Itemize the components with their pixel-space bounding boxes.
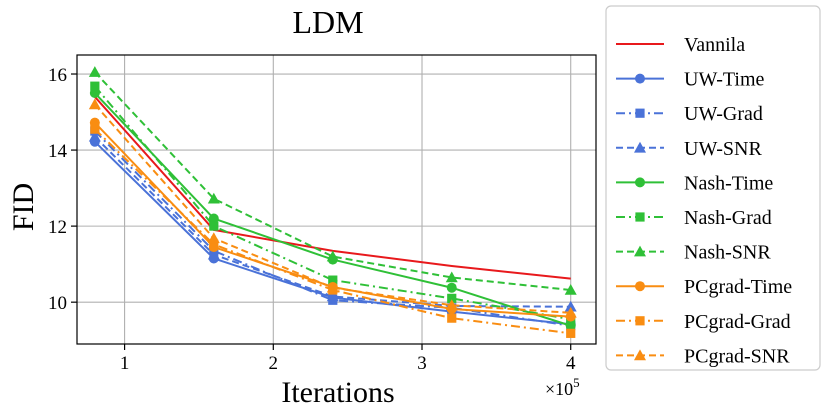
y-tick-label: 12	[48, 217, 67, 238]
legend-label: UW-Time	[684, 69, 765, 91]
x-tick-label: 3	[417, 353, 427, 374]
data-point-nash-time	[208, 213, 219, 224]
data-point-uw-snr	[88, 130, 101, 142]
x-axis-ticks: 1 2 3 4	[120, 344, 576, 374]
legend-label: UW-Grad	[684, 103, 763, 125]
data-point-nash-snr	[445, 271, 458, 283]
series-line-nash-snr	[94, 71, 571, 291]
data-point-pcgrad-snr	[207, 232, 220, 244]
legend-marker	[634, 141, 646, 153]
data-point-uw-snr	[326, 290, 339, 302]
y-tick-label: 14	[48, 141, 68, 162]
legend-label: Nash-SNR	[684, 242, 771, 264]
data-point-pcgrad-snr	[326, 281, 339, 293]
legend-entry-uw-grad: UW-Grad	[616, 103, 763, 125]
legend-label: PCgrad-SNR	[684, 345, 790, 367]
legend-entry-pcgrad-grad: PCgrad-Grad	[616, 311, 791, 333]
series-line-pcgrad-snr	[94, 103, 571, 314]
legend-marker	[635, 316, 645, 326]
legend-entry-pcgrad-snr: PCgrad-SNR	[616, 345, 790, 367]
data-point-nash-snr	[88, 66, 101, 77]
legend-entry-vannila: Vannila	[616, 34, 745, 56]
y-axis-ticks: 10 12 14 16	[48, 65, 77, 314]
legend-marker	[635, 108, 645, 118]
data-point-nash-grad	[209, 221, 219, 231]
legend-marker	[635, 177, 645, 188]
y-tick-label: 16	[48, 65, 67, 86]
legend-label: Nash-Grad	[684, 207, 772, 229]
legend-label: Nash-Time	[684, 172, 773, 194]
legend-marker	[634, 349, 646, 361]
legend-marker	[635, 281, 645, 292]
data-point-pcgrad-snr	[88, 98, 101, 110]
legend: Vannila UW-Time UW-Grad UW-SNR Nash-Time Nash…	[605, 5, 821, 371]
data-point-pcgrad-grad	[209, 239, 219, 249]
data-point-nash-grad	[447, 293, 457, 303]
x-axis-label: Iterations	[281, 376, 394, 409]
data-point-uw-snr	[564, 300, 577, 312]
data-point-nash-snr	[564, 284, 577, 295]
series-layer	[88, 66, 577, 338]
legend-marker	[634, 245, 646, 257]
legend-entry-uw-time: UW-Time	[616, 69, 765, 91]
legend-label: Vannila	[684, 34, 745, 56]
legend-frame	[605, 5, 821, 371]
data-point-pcgrad-grad	[566, 328, 576, 338]
data-point-pcgrad-grad	[90, 124, 100, 134]
legend-marker	[635, 73, 645, 84]
series-line-nash-grad	[94, 85, 571, 321]
data-point-nash-snr	[207, 192, 220, 204]
x-axis-offset-exponent: 5	[573, 375, 580, 390]
legend-label: PCgrad-Grad	[684, 311, 791, 333]
legend-entry-nash-grad: Nash-Grad	[616, 207, 772, 229]
series-pcgrad-snr	[88, 98, 577, 318]
x-tick-label: 4	[566, 353, 576, 374]
data-point-nash-grad	[90, 81, 100, 91]
y-axis-label: FID	[7, 183, 40, 231]
series-line-uw-grad	[94, 130, 571, 327]
y-tick-label: 10	[48, 293, 67, 314]
x-tick-label: 2	[269, 353, 279, 374]
data-point-nash-grad	[328, 275, 338, 285]
legend-marker	[635, 212, 645, 222]
data-point-nash-snr	[326, 250, 339, 262]
data-point-pcgrad-grad	[447, 313, 457, 323]
legend-items: Vannila UW-Time UW-Grad UW-SNR Nash-Time Nash…	[616, 34, 792, 367]
x-axis-offset-label: ×105	[545, 375, 580, 399]
legend-entry-nash-snr: Nash-SNR	[616, 242, 771, 264]
legend-entry-nash-time: Nash-Time	[616, 172, 773, 194]
chart-title: LDM	[292, 4, 363, 40]
legend-entry-uw-snr: UW-SNR	[616, 138, 762, 160]
data-point-pcgrad-snr	[445, 299, 458, 311]
legend-label: PCgrad-Time	[684, 276, 792, 298]
legend-label: UW-SNR	[684, 138, 762, 160]
plot-area-frame	[76, 54, 597, 345]
data-point-uw-snr	[207, 248, 220, 260]
legend-entry-pcgrad-time: PCgrad-Time	[616, 276, 792, 298]
x-tick-label: 1	[120, 353, 130, 374]
data-point-pcgrad-snr	[564, 306, 577, 318]
series-nash-snr	[88, 66, 577, 295]
data-point-nash-time	[446, 282, 457, 293]
